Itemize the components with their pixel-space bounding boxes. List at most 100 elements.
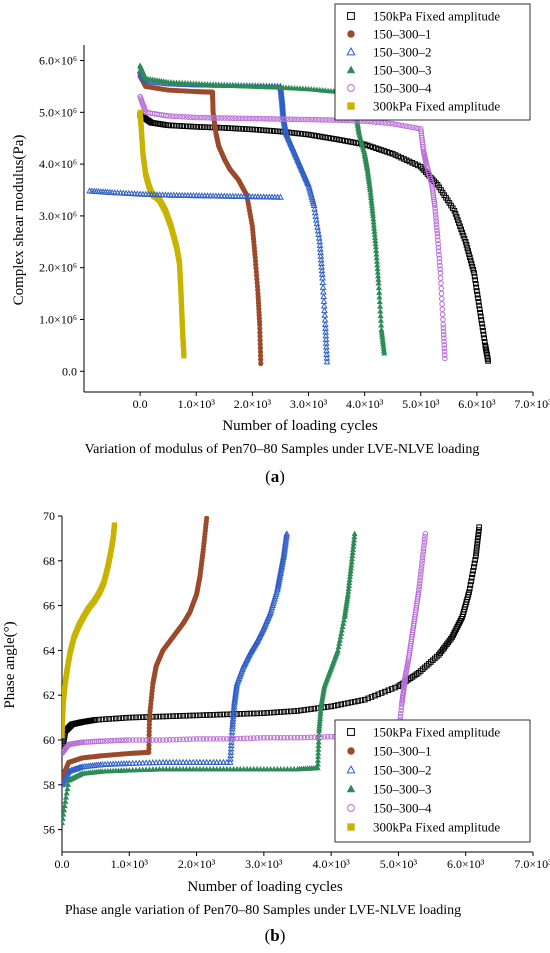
- chart1-point: [241, 115, 247, 122]
- chart2-legend-label: 150–300–1: [373, 744, 432, 759]
- chart2-point: [261, 734, 267, 741]
- chart2-point: [473, 550, 479, 557]
- chart2-point: [275, 579, 283, 586]
- chart2-point: [276, 571, 284, 579]
- chart2-point: [346, 579, 353, 586]
- chart1-point: [433, 224, 440, 231]
- chart2-legend-label: 300kPa Fixed amplitude: [373, 820, 500, 835]
- chart1-point: [224, 125, 230, 131]
- chart2-point: [104, 738, 111, 744]
- chart2-point: [133, 714, 139, 721]
- chart2-point: [345, 582, 353, 588]
- chart2-point: [318, 734, 324, 740]
- chart1-point: [436, 255, 443, 262]
- chart1-point: [218, 115, 225, 121]
- chart2-point: [338, 626, 345, 633]
- chart1-point: [272, 116, 278, 122]
- chart1-legend: 150kPa Fixed amplitude 150–300–1 150–300–2…: [334, 3, 531, 121]
- chart2-point: [382, 688, 388, 695]
- chart2-point: [281, 708, 287, 715]
- chart1-point: [168, 122, 174, 129]
- chart2-point: [62, 815, 66, 821]
- chart2-point: [388, 686, 395, 692]
- chart1-point: [389, 120, 396, 127]
- chart2-point: [227, 741, 235, 749]
- chart2-point: [237, 711, 244, 717]
- chart2-point: [176, 758, 184, 765]
- chart2-point: [280, 552, 288, 559]
- chart2-point: [314, 764, 321, 771]
- chart2-point: [210, 712, 217, 718]
- chart1-point: [472, 277, 478, 283]
- chart1-point: [458, 226, 464, 233]
- chart1-legend-marker: [346, 47, 356, 56]
- chart2-point: [254, 710, 260, 717]
- chart1-point: [320, 293, 328, 300]
- chart1-legend-label: 150–300–3: [373, 63, 432, 78]
- chart2-point: [351, 530, 358, 537]
- chart1-point: [478, 313, 484, 320]
- chart2-point: [420, 551, 426, 558]
- chart1-point: [246, 126, 253, 133]
- chart2-point: [159, 758, 167, 765]
- chart1-point: [201, 114, 208, 121]
- chart1-point: [207, 124, 214, 131]
- chart1-point: [451, 207, 458, 214]
- chart1-point: [280, 116, 287, 122]
- chart1-point: [398, 154, 404, 161]
- chart2-point: [228, 738, 235, 745]
- chart2-point: [392, 684, 398, 691]
- chart2-point: [416, 583, 423, 590]
- chart1-point: [325, 135, 331, 141]
- chart1-point: [472, 280, 479, 287]
- chart1-point: [182, 114, 188, 120]
- chart1-point: [190, 123, 197, 130]
- chart2-point: [421, 542, 427, 549]
- chart1-point: [395, 121, 402, 128]
- chart1-point: [181, 353, 187, 359]
- chart1-point: [433, 218, 439, 224]
- chart1-point: [257, 115, 264, 122]
- chart2-point: [85, 739, 92, 745]
- chart2-point: [415, 591, 422, 598]
- chart1-point: [196, 124, 202, 130]
- chart1-legend-label: 150kPa Fixed amplitude: [373, 9, 500, 24]
- chart2-point: [315, 738, 322, 745]
- chart2-point: [277, 709, 284, 715]
- chart1-point: [406, 124, 413, 130]
- chart1-point: [249, 115, 256, 122]
- chart2-legend-label: 150kPa Fixed amplitude: [373, 725, 500, 740]
- chart1-point: [431, 200, 438, 207]
- chart1-point: [272, 128, 278, 134]
- chart2-point: [227, 748, 235, 755]
- chart2-x-tick-label: 5.0×10³: [380, 857, 418, 871]
- chart2-point: [247, 735, 254, 742]
- chart1-point: [185, 123, 191, 130]
- chart2-point: [368, 694, 375, 700]
- chart2-point: [153, 713, 159, 720]
- chart2-point: [176, 713, 183, 719]
- chart2-point: [315, 746, 322, 752]
- chart2-point: [123, 715, 129, 721]
- chart2-point: [311, 734, 318, 741]
- chart1-legend-label: 150–300–1: [373, 27, 432, 42]
- chart1-point: [309, 195, 316, 202]
- chart2-point: [87, 738, 94, 745]
- chart2-point: [267, 709, 274, 716]
- chart2-point: [397, 710, 404, 717]
- chart1-point: [266, 127, 273, 134]
- chart1-point: [302, 131, 309, 138]
- chart1-point: [415, 125, 421, 132]
- chart2-point: [92, 717, 99, 723]
- chart1-point: [221, 115, 228, 121]
- chart1-point: [454, 217, 461, 223]
- chart1-point: [475, 299, 482, 305]
- chart1-point: [463, 242, 470, 248]
- chart1-point: [435, 248, 442, 254]
- chart1-point: [384, 120, 390, 127]
- chart1-point: [204, 114, 211, 121]
- chart1-point: [246, 115, 253, 122]
- chart2-point: [196, 758, 204, 765]
- chart1-point: [460, 232, 467, 239]
- chart1-point: [470, 266, 477, 273]
